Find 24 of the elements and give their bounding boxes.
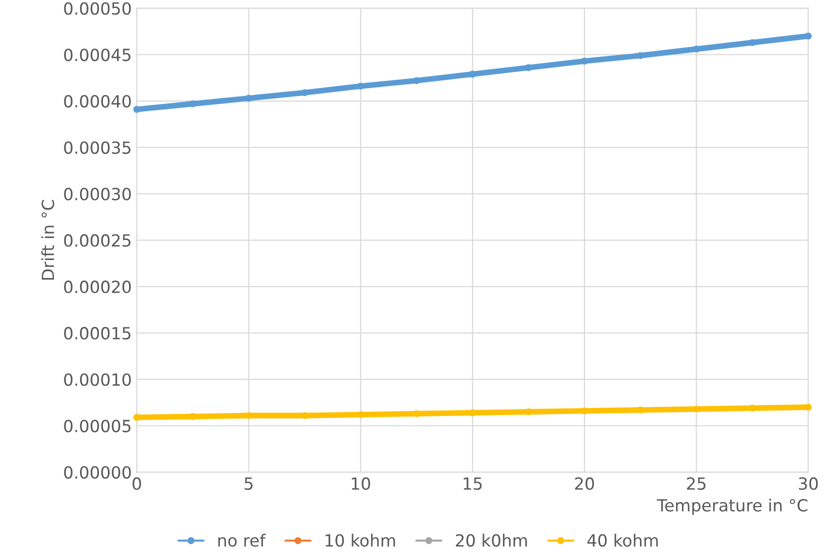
y-tick-label: 0.00040: [64, 94, 131, 108]
legend-label: no ref: [218, 534, 266, 547]
x-tick-label: 5: [244, 478, 253, 490]
y-tick-label: 0.00015: [64, 326, 130, 340]
x-tick-label: 10: [352, 477, 370, 490]
x-tick-label: 30: [798, 477, 818, 490]
y-axis-title: Drift in °C: [41, 200, 54, 280]
y-tick-label: 0.00000: [64, 466, 131, 479]
legend-label: 10 kohm: [326, 534, 395, 547]
y-tick-label: 0.00035: [64, 141, 130, 154]
y-tick-label: 0.00025: [64, 234, 130, 247]
x-tick-label: 25: [686, 477, 706, 490]
x-tick-label: 15: [464, 478, 482, 490]
y-tick-label: 0.00020: [64, 280, 131, 294]
legend-label: 20 k0hm: [456, 534, 527, 547]
y-tick-label: 0.00050: [64, 2, 131, 15]
legend-label: 40 kohm: [587, 534, 658, 547]
y-tick-label: 0.00010: [64, 373, 131, 386]
y-tick-label: 0.00030: [64, 188, 131, 200]
y-tick-label: 0.00045: [64, 48, 130, 62]
x-axis-title: Temperature in °C: [656, 498, 808, 515]
x-tick-label: 0: [132, 477, 141, 490]
x-tick-label: 20: [575, 477, 594, 490]
y-tick-label: 0.00005: [64, 420, 130, 432]
